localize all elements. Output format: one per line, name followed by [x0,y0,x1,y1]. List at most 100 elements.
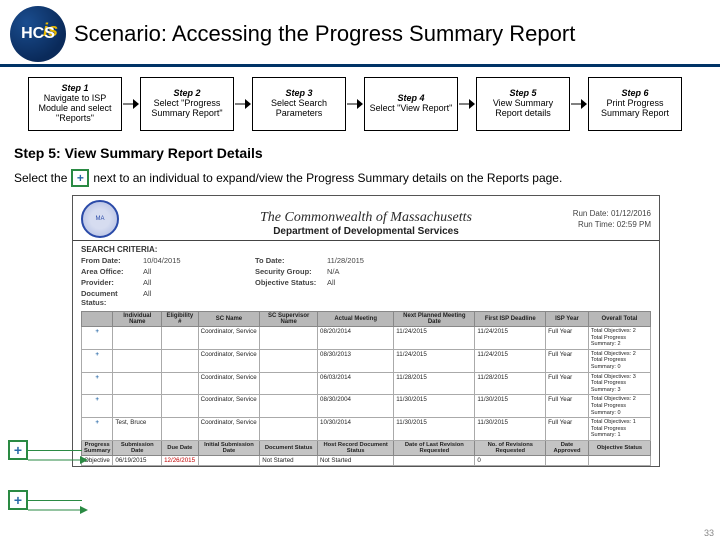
sub-col-header: Submission Date [113,440,162,455]
sub-cell: 06/19/2015 [113,455,162,465]
cell: Full Year [546,418,589,441]
table-row: +Coordinator, Service06/03/201411/28/201… [82,372,651,395]
expand-icon[interactable]: + [82,327,113,350]
cell [162,418,199,441]
callout-arrow-top [28,450,82,469]
cell: 11/28/2015 [475,372,546,395]
step-arrow-icon [570,98,588,110]
table-head: Individual NameEligibility #SC NameSC Su… [82,312,651,327]
criteria-label2: To Date: [255,256,325,265]
run-date-label: Run Date: [573,209,609,218]
report-title-2: Department of Developmental Services [73,226,659,241]
cell: 08/20/2014 [318,327,394,350]
cell [260,349,318,372]
col-header: Actual Meeting [318,312,394,327]
expand-icon[interactable]: + [82,349,113,372]
table-row: +Test, BruceCoordinator, Service10/30/20… [82,418,651,441]
step-desc: Print Progress Summary Report [591,99,679,119]
report-screenshot: MA Run Date: 01/12/2016 Run Time: 02:59 … [72,195,660,467]
expand-icon[interactable]: + [82,418,113,441]
cell: 11/24/2015 [394,349,475,372]
sub-col-header: No. of Revisions Requested [475,440,546,455]
table-body: +Coordinator, Service08/20/201411/24/201… [82,327,651,468]
cell [260,372,318,395]
cell: 11/24/2015 [475,327,546,350]
cell [113,349,162,372]
cell [162,349,199,372]
col-header: Next Planned Meeting Date [394,312,475,327]
callout-expand-bottom[interactable]: + [8,490,28,510]
footnote-cell: Bruce will find a big activity he would … [82,466,651,467]
criteria-label: Document Status: [81,289,141,307]
col-header: First ISP Deadline [475,312,546,327]
cell: Total Objectives: 1 Total Progress Summa… [588,418,650,441]
criteria-value: All [143,289,253,307]
ma-seal-icon: MA [81,200,119,238]
cell: 11/30/2015 [394,418,475,441]
cell [113,327,162,350]
cell: Total Objectives: 2 Total Progress Summa… [588,327,650,350]
step-box-4: Step 4Select "View Report" [364,77,458,131]
callout-expand-top[interactable]: + [8,440,28,460]
cell [162,395,199,418]
cell [162,372,199,395]
sub-row: Objective06/19/201512/26/2015Not Started… [82,455,651,465]
cell: 11/28/2015 [394,372,475,395]
col-header: ISP Year [546,312,589,327]
sub-cell: 12/26/2015 [162,455,199,465]
criteria-label2: Security Group: [255,267,325,276]
sub-cell [546,455,589,465]
cell: Full Year [546,395,589,418]
criteria-value2: N/A [327,267,437,276]
instruction-post: next to an individual to expand/view the… [93,171,562,185]
expand-icon[interactable]: + [82,372,113,395]
cell [113,372,162,395]
criteria-value: All [143,278,253,287]
sub-col-header: Due Date [162,440,199,455]
cell: Coordinator, Service [198,349,260,372]
run-date: 01/12/2016 [611,209,651,218]
callout-arrow-bottom [28,500,82,519]
sub-col-header: Date of Last Revision Requested [394,440,475,455]
callout-icons: + + [8,440,28,510]
hcsis-logo: HCS is [10,6,66,62]
criteria-value: 10/04/2015 [143,256,253,265]
cell: Test, Bruce [113,418,162,441]
sub-col-header: Objective Status [588,440,650,455]
step-arrow-icon [458,98,476,110]
cell: Total Objectives: 3 Total Progress Summa… [588,372,650,395]
sub-col-header: Initial Submission Date [198,440,260,455]
expand-icon[interactable]: + [71,169,89,187]
cell: Total Objectives: 2 Total Progress Summa… [588,349,650,372]
cell: 11/24/2015 [394,327,475,350]
sub-cell [588,455,650,465]
step-box-5: Step 5View Summary Report details [476,77,570,131]
instruction-line: Select the + next to an individual to ex… [0,165,720,195]
cell: 06/03/2014 [318,372,394,395]
cell: Full Year [546,372,589,395]
sub-cell [394,455,475,465]
footnote-row: Bruce will find a big activity he would … [82,466,651,467]
cell [260,418,318,441]
sub-col-header: Host Record Document Status [318,440,394,455]
step-box-1: Step 1Navigate to ISP Module and select … [28,77,122,131]
sub-cell: Not Started [260,455,318,465]
step-desc: View Summary Report details [479,99,567,119]
expand-icon[interactable]: + [82,395,113,418]
report-meta: Run Date: 01/12/2016 Run Time: 02:59 PM [573,208,651,230]
run-time-label: Run Time: [578,220,614,229]
cell: Coordinator, Service [198,395,260,418]
report-table: Individual NameEligibility #SC NameSC Su… [81,311,651,467]
criteria-label: Provider: [81,278,141,287]
criteria-value: All [143,267,253,276]
step-arrow-icon [122,98,140,110]
step-desc: Select "View Report" [370,104,453,114]
sub-cell: 0 [475,455,546,465]
cell: Full Year [546,327,589,350]
page-number: 33 [704,528,714,538]
cell [113,395,162,418]
cell: 08/30/2013 [318,349,394,372]
sub-col-header: Date Approved [546,440,589,455]
sub-cell: Not Started [318,455,394,465]
cell: Coordinator, Service [198,327,260,350]
